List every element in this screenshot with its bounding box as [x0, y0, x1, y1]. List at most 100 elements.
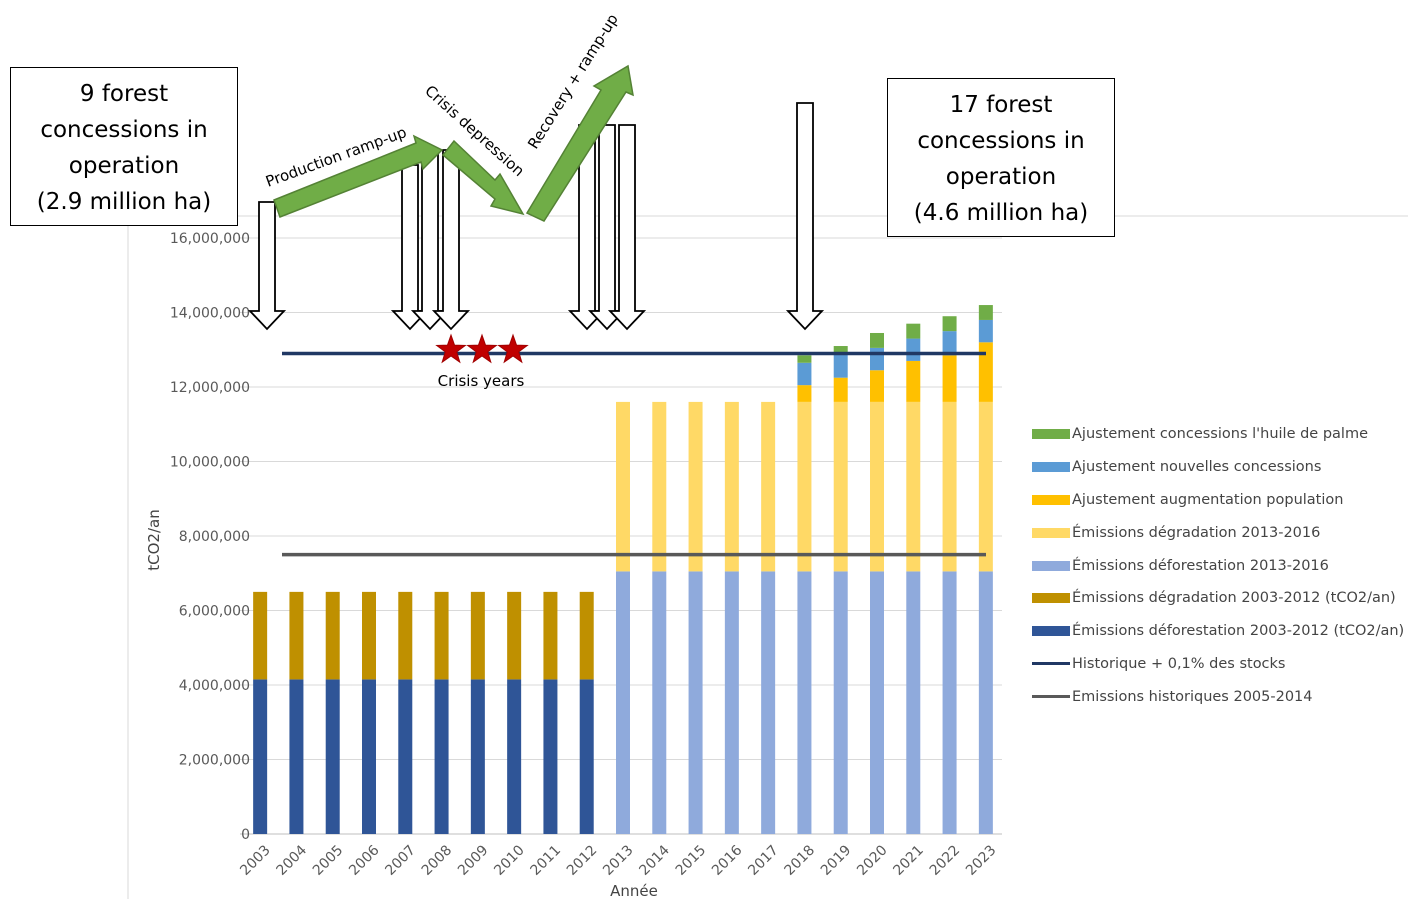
bar-2006-series-0 [362, 679, 376, 834]
y-tick-label-5: 10,000,000 [170, 455, 250, 471]
x-tick-label-2009: 2009 [455, 842, 492, 879]
legend-label-3: Émissions dégradation 2013-2016 [1072, 524, 1321, 541]
y-tick-label-6: 12,000,000 [170, 380, 250, 396]
bar-2010-series-1 [507, 591, 522, 680]
x-tick-label-2023: 2023 [963, 842, 1000, 879]
legend-swatch-0 [1032, 429, 1070, 440]
down-arrow-0 [247, 201, 287, 331]
legend-label-8: Emissions historiques 2005-2014 [1072, 688, 1313, 705]
bar-2022-series-5 [942, 331, 957, 356]
bar-2019-series-5 [833, 353, 848, 378]
left-box-line-4: (2.9 million ha) [36, 189, 212, 215]
right-box-line-1: 17 forest [949, 92, 1053, 118]
legend-item-2: Ajustement augmentation population [1032, 484, 1404, 517]
legend-label-0: Ajustement concessions l'huile de palme [1072, 426, 1368, 443]
bar-2009-series-0 [470, 679, 485, 834]
bars [253, 305, 993, 834]
legend-label-5: Émissions dégradation 2003-2012 (tCO2/an… [1072, 590, 1396, 607]
x-tick-label-2012: 2012 [564, 842, 601, 879]
legend-item-1: Ajustement nouvelles concessions [1032, 451, 1404, 484]
legend-item-4: Émissions déforestation 2013-2016 [1032, 549, 1404, 582]
legend-label-1: Ajustement nouvelles concessions [1072, 459, 1322, 476]
bar-2011-series-0 [543, 679, 558, 834]
y-tick-label-0: 0 [241, 827, 250, 843]
x-tick-label-2013: 2013 [600, 842, 637, 879]
legend-swatch-4 [1032, 560, 1070, 571]
legend-item-7: Historique + 0,1% des stocks [1032, 648, 1404, 681]
y-tick-label-4: 8,000,000 [179, 529, 250, 545]
legend-label-6: Émissions déforestation 2003-2012 (tCO2/… [1072, 623, 1405, 640]
legend-swatch-1 [1032, 462, 1070, 473]
legend-item-0: Ajustement concessions l'huile de palme [1032, 418, 1404, 451]
bar-2012-series-0 [579, 679, 594, 834]
star-2 [497, 333, 529, 364]
bar-2006-series-1 [362, 591, 376, 680]
x-axis: 2003 2004 2005 2006 2007 2008 2009 2010 2011 2012… [237, 842, 999, 879]
legend-item-6: Émissions déforestation 2003-2012 (tCO2/… [1032, 615, 1404, 648]
legend-label-7: Historique + 0,1% des stocks [1072, 655, 1286, 672]
legend-swatch-7 [1032, 662, 1070, 666]
left-box-line-2: concessions in [40, 117, 208, 143]
right-concessions-box: 17 forest concessions in operation (4.6 … [887, 78, 1115, 237]
bar-2018-series-6 [797, 355, 812, 363]
x-tick-label-2019: 2019 [818, 842, 855, 879]
bar-2021-series-4 [906, 360, 921, 402]
x-axis-label: Année [610, 882, 658, 899]
bar-2020-series-3 [870, 401, 884, 572]
down-arrow-1 [390, 164, 430, 331]
down-arrow-5 [587, 124, 627, 331]
y-tick-label-8: 16,000,000 [170, 231, 250, 247]
legend-item-3: Émissions dégradation 2013-2016 [1032, 516, 1404, 549]
y-tick-label-3: 6,000,000 [179, 604, 250, 620]
bar-2016-series-2 [724, 571, 739, 834]
bar-2016-series-3 [724, 401, 739, 572]
bar-2007-series-0 [398, 679, 413, 834]
bar-2008-series-1 [434, 591, 449, 680]
bar-2013-series-2 [616, 571, 630, 834]
left-concessions-box: 9 forest concessions in operation (2.9 m… [10, 67, 238, 226]
right-box-line-4: (4.6 million ha) [913, 200, 1089, 226]
bar-2007-series-1 [398, 591, 413, 680]
phase-arrow-crisis-depression [441, 139, 525, 216]
down-arrow-3 [431, 149, 471, 331]
bar-2014-series-2 [652, 571, 667, 834]
x-tick-label-2020: 2020 [854, 842, 891, 879]
phase-arrow-recovery-ramp-up [525, 64, 634, 222]
bar-2020-series-4 [870, 370, 884, 402]
legend-label-2: Ajustement augmentation population [1072, 491, 1344, 508]
legend-item-8: Emissions historiques 2005-2014 [1032, 680, 1404, 713]
x-tick-label-2006: 2006 [346, 842, 383, 879]
y-axis: 0 2,000,000 4,000,000 6,000,000 8,000,000 10,… [170, 231, 250, 843]
y-tick-label-1: 2,000,000 [179, 753, 250, 769]
x-tick-label-2004: 2004 [274, 842, 311, 879]
y-axis-label: tCO2/an [145, 509, 163, 570]
left-box-line-1: 9 forest [79, 81, 169, 107]
bar-2018-series-5 [797, 362, 812, 386]
bar-2018-series-4 [797, 385, 812, 402]
right-box-line-3: operation [945, 164, 1057, 190]
legend-swatch-8 [1032, 695, 1070, 699]
right-box-line-2: concessions in [917, 128, 1085, 154]
bar-2005-series-1 [325, 591, 340, 680]
bar-2003-series-0 [253, 679, 268, 834]
y-tick-label-7: 14,000,000 [170, 306, 250, 322]
bar-2023-series-6 [978, 305, 993, 320]
crisis-stars [435, 333, 529, 364]
x-tick-label-2016: 2016 [709, 842, 746, 879]
bar-2021-series-3 [906, 401, 921, 572]
bar-2004-series-1 [289, 591, 304, 680]
down-arrow-4 [567, 124, 607, 331]
x-tick-label-2021: 2021 [890, 842, 927, 879]
x-tick-label-2008: 2008 [419, 842, 456, 879]
bar-2018-series-2 [797, 571, 812, 834]
bar-2023-series-3 [978, 401, 993, 572]
bar-2015-series-2 [688, 571, 703, 834]
bar-2017-series-3 [761, 401, 776, 572]
bar-2022-series-2 [942, 571, 957, 834]
down-arrow-7 [785, 102, 825, 331]
legend-swatch-3 [1032, 527, 1070, 538]
bar-2022-series-6 [942, 316, 957, 332]
bar-2023-series-5 [978, 319, 993, 343]
bar-2013-series-3 [616, 401, 630, 572]
